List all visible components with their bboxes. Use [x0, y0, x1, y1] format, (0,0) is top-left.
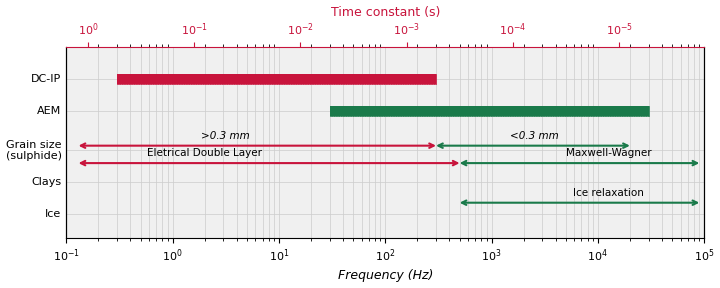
Text: <0.3 mm: <0.3 mm: [510, 131, 559, 141]
Text: Ice relaxation: Ice relaxation: [573, 188, 644, 198]
Text: Maxwell-Wagner: Maxwell-Wagner: [566, 148, 652, 158]
Text: >0.3 mm: >0.3 mm: [202, 131, 251, 141]
Text: Eletrical Double Layer: Eletrical Double Layer: [147, 148, 262, 158]
X-axis label: Time constant (s): Time constant (s): [330, 5, 440, 18]
X-axis label: Frequency (Hz): Frequency (Hz): [338, 270, 433, 283]
